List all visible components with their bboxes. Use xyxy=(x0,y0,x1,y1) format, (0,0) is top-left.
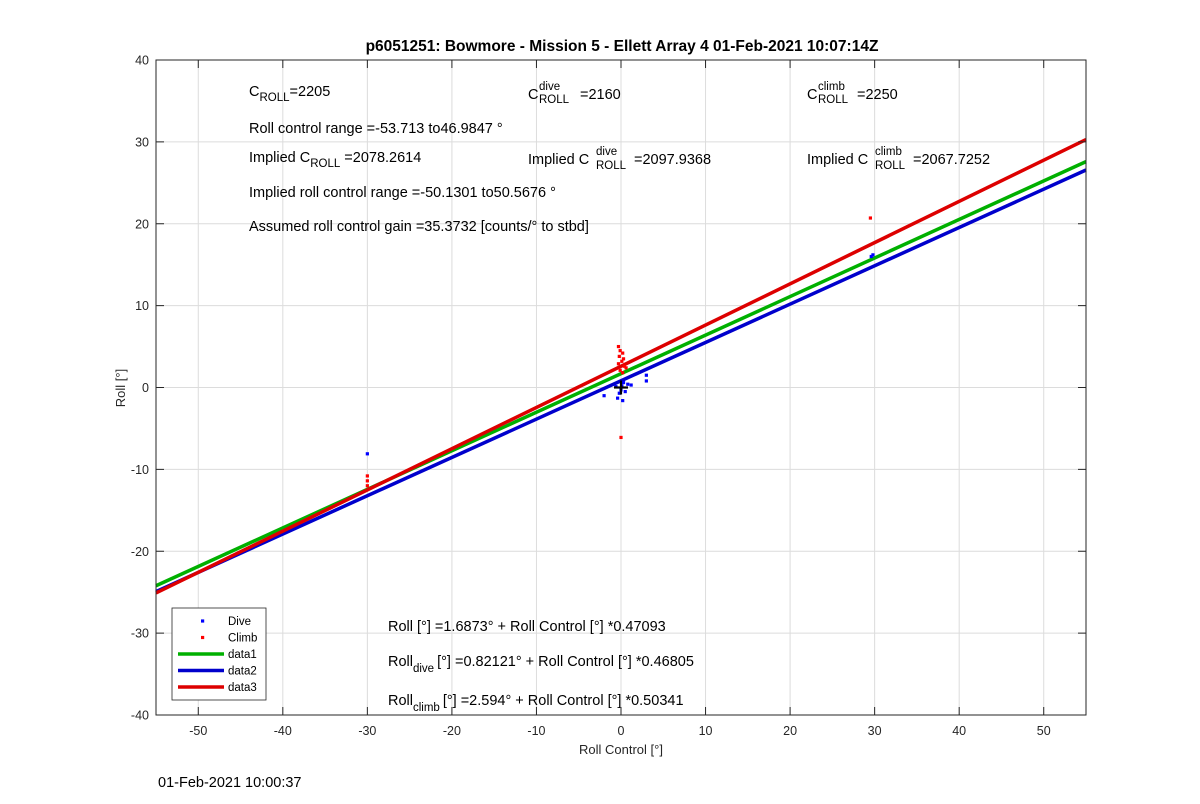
svg-text:dive: dive xyxy=(596,146,617,158)
point-climb xyxy=(621,357,626,361)
legend-marker-climb xyxy=(201,635,205,640)
annotation-c-roll: CROLL=2205 xyxy=(249,84,330,104)
point-climb xyxy=(868,216,873,220)
legend-label-data3: data3 xyxy=(228,682,257,694)
y-tick-label: 20 xyxy=(135,217,149,231)
point-climb xyxy=(365,474,369,478)
y-tick-label: -40 xyxy=(131,709,149,723)
annotation-roll-control-range: Roll control range =-53.713 to46.9847 ° xyxy=(249,121,503,137)
annotation-fit-all: Roll [°] =1.6873° + Roll Control [°] *0.… xyxy=(388,619,666,635)
point-dive xyxy=(616,396,620,400)
point-dive xyxy=(644,379,648,383)
legend-label-climb: Climb xyxy=(228,633,257,645)
legend-label-dive: Dive xyxy=(228,616,251,628)
ticks xyxy=(156,59,1086,716)
annotation-gain: Assumed roll control gain =35.3732 [coun… xyxy=(249,219,589,235)
x-tick-label: -50 xyxy=(189,724,207,738)
x-tick-label: 10 xyxy=(699,724,713,738)
x-tick-label: 20 xyxy=(783,724,797,738)
point-dive xyxy=(644,373,648,377)
annotation-implied-c-roll-dive: Implied C dive ROLL =2097.9368 xyxy=(528,146,711,172)
svg-text:climb: climb xyxy=(875,146,902,158)
x-tick-labels: -50 -40 -30 -20 -10 0 10 20 30 40 50 xyxy=(189,724,1050,738)
point-climb xyxy=(616,362,621,366)
legend-label-data2: data2 xyxy=(228,666,257,678)
svg-text:Implied C: Implied C xyxy=(807,152,868,168)
svg-text:C: C xyxy=(528,87,538,103)
point-climb xyxy=(622,364,626,368)
svg-text:ROLL: ROLL xyxy=(875,160,906,172)
x-tick-label: 30 xyxy=(868,724,882,738)
annotation-fit-climb: Rollclimb [°] =2.594° + Roll Control [°] … xyxy=(388,693,684,714)
x-tick-label: -20 xyxy=(443,724,461,738)
point-dive xyxy=(623,389,627,394)
point-climb xyxy=(620,359,624,363)
svg-text:Implied C: Implied C xyxy=(528,152,589,168)
point-climb xyxy=(621,371,625,375)
point-dive xyxy=(621,380,626,385)
y-tick-label: 30 xyxy=(135,135,149,149)
svg-text:dive: dive xyxy=(539,81,560,93)
svg-text:ROLL: ROLL xyxy=(818,94,849,106)
point-dive xyxy=(617,391,621,395)
y-tick-label: -10 xyxy=(131,463,149,477)
point-climb xyxy=(624,366,628,370)
point-climb xyxy=(617,354,621,358)
footer-timestamp: 01-Feb-2021 10:00:37 xyxy=(158,775,302,791)
chart-title: p6051251: Bowmore - Mission 5 - Ellett A… xyxy=(366,38,879,55)
point-climb xyxy=(618,368,622,372)
y-tick-label: 0 xyxy=(142,381,149,395)
x-axis-label: Roll Control [°] xyxy=(579,742,663,757)
y-tick-label: -20 xyxy=(131,545,149,559)
point-climb xyxy=(365,484,369,488)
y-axis-label: Roll [°] xyxy=(113,369,128,407)
point-dive xyxy=(626,382,630,386)
y-tick-label: 40 xyxy=(135,54,149,68)
annotation-c-roll-dive: C dive ROLL =2160 xyxy=(528,81,621,106)
svg-text:ROLL: ROLL xyxy=(539,94,570,106)
point-dive xyxy=(621,399,625,403)
annotation-c-roll-climb: C climb ROLL =2250 xyxy=(807,81,898,106)
svg-text:=2250: =2250 xyxy=(857,87,898,103)
y-tick-label: -30 xyxy=(131,627,149,641)
svg-text:C: C xyxy=(807,87,817,103)
fit-line-data3 xyxy=(155,137,1087,595)
x-tick-label: 50 xyxy=(1037,724,1051,738)
point-dive xyxy=(871,253,875,257)
origin-marker xyxy=(614,380,628,395)
point-climb xyxy=(365,479,369,483)
annotation-implied-c-roll-climb: Implied C climb ROLL =2067.7252 xyxy=(807,146,990,172)
annotation-implied-range: Implied roll control range =-50.1301 to5… xyxy=(249,185,556,201)
point-dive xyxy=(629,383,633,387)
point-climb xyxy=(618,349,622,353)
point-climb xyxy=(619,435,623,440)
x-tick-label: 40 xyxy=(952,724,966,738)
svg-text:=2097.9368: =2097.9368 xyxy=(634,152,711,168)
x-tick-label: -30 xyxy=(358,724,376,738)
point-dive xyxy=(365,452,369,456)
annotation-implied-c-roll: Implied CROLL =2078.2614 xyxy=(249,150,421,170)
legend-marker-dive xyxy=(201,619,205,623)
y-tick-label: 10 xyxy=(135,299,149,313)
x-tick-label: -40 xyxy=(274,724,292,738)
x-tick-label: 0 xyxy=(618,724,625,738)
svg-text:ROLL: ROLL xyxy=(596,160,627,172)
fit-line-data1 xyxy=(155,160,1087,588)
svg-text:=2160: =2160 xyxy=(580,87,621,103)
svg-text:=2067.7252: =2067.7252 xyxy=(913,152,990,168)
point-climb xyxy=(616,344,621,349)
legend-label-data1: data1 xyxy=(228,649,257,661)
y-tick-labels: -40 -30 -20 -10 0 10 20 30 40 xyxy=(131,54,149,723)
x-tick-label: -10 xyxy=(527,724,545,738)
point-climb xyxy=(621,351,625,355)
svg-text:climb: climb xyxy=(818,81,845,93)
legend: Dive Climb data1 data2 data3 xyxy=(171,607,267,701)
annotation-fit-dive: Rolldive [°] =0.82121° + Roll Control [°]… xyxy=(388,654,694,675)
point-dive xyxy=(869,254,873,259)
point-dive xyxy=(602,394,606,398)
